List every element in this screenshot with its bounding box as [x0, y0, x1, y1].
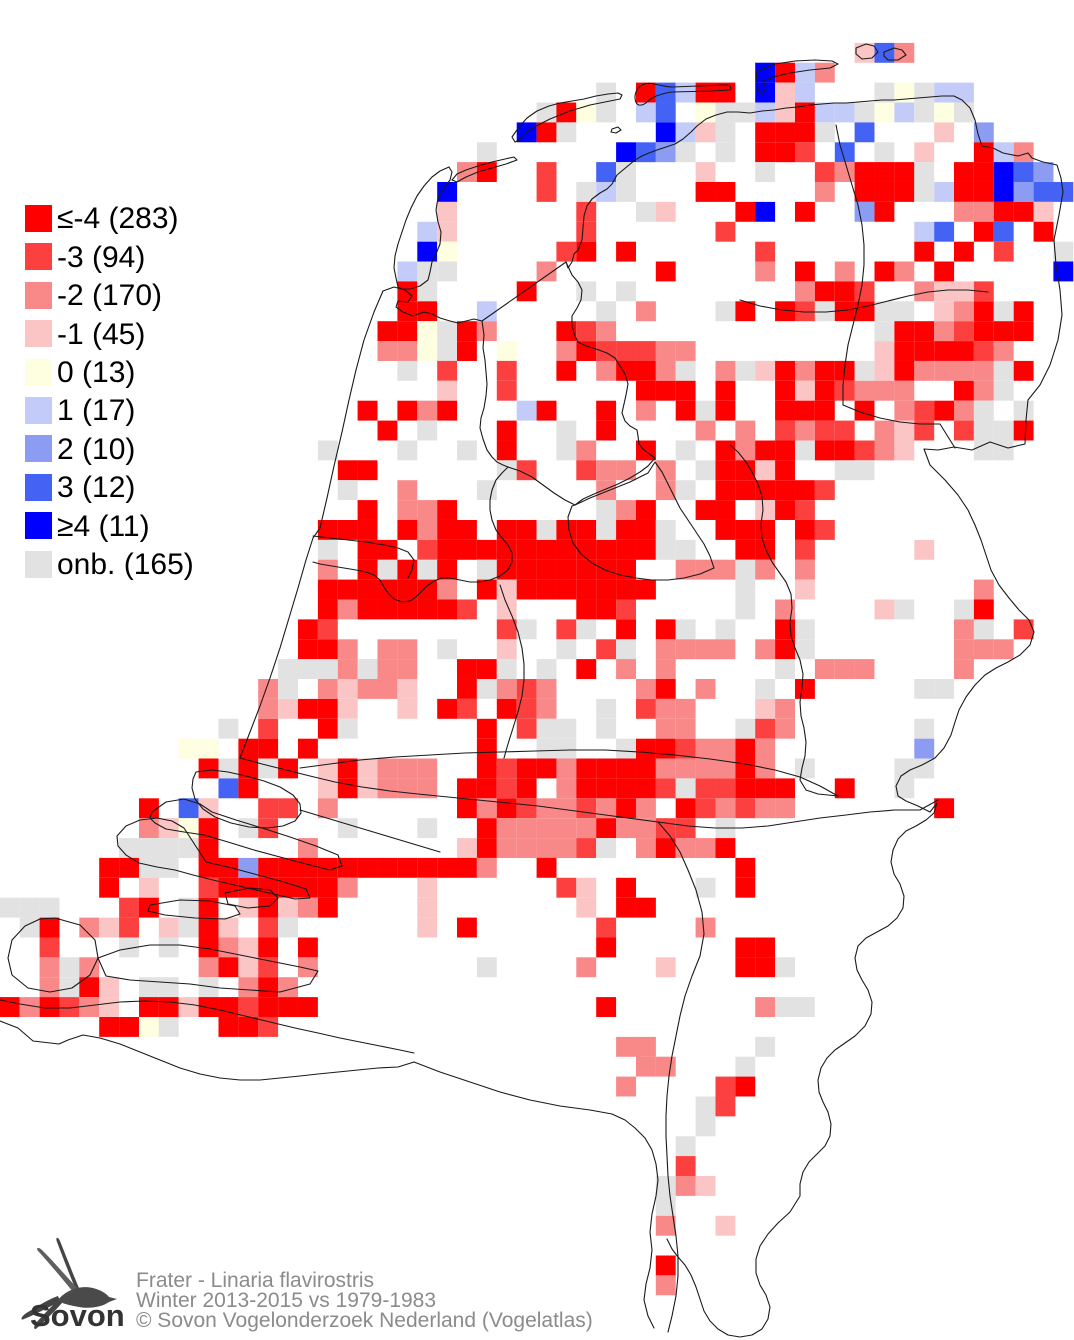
- svg-text:© Sovon Vogelonderzoek Nederla: © Sovon Vogelonderzoek Nederland (Vogela…: [136, 1309, 593, 1332]
- svg-text:≤-4 (283): ≤-4 (283): [57, 202, 179, 235]
- svg-text:0 (13): 0 (13): [57, 356, 135, 389]
- svg-text:Winter 2013-2015 vs 1979-1983: Winter 2013-2015 vs 1979-1983: [136, 1289, 436, 1312]
- svg-text:-1 (45): -1 (45): [57, 318, 145, 351]
- svg-text:Sovon: Sovon: [30, 1298, 125, 1333]
- svg-text:Frater - Linaria flavirostris: Frater - Linaria flavirostris: [136, 1269, 374, 1292]
- svg-text:1 (17): 1 (17): [57, 394, 135, 427]
- svg-text:2 (10): 2 (10): [57, 433, 135, 466]
- svg-text:onb. (165): onb. (165): [57, 548, 194, 581]
- svg-text:3 (12): 3 (12): [57, 471, 135, 504]
- svg-text:-2 (170): -2 (170): [57, 279, 162, 312]
- svg-text:-3 (94): -3 (94): [57, 241, 145, 274]
- svg-text:≥4 (11): ≥4 (11): [57, 510, 150, 543]
